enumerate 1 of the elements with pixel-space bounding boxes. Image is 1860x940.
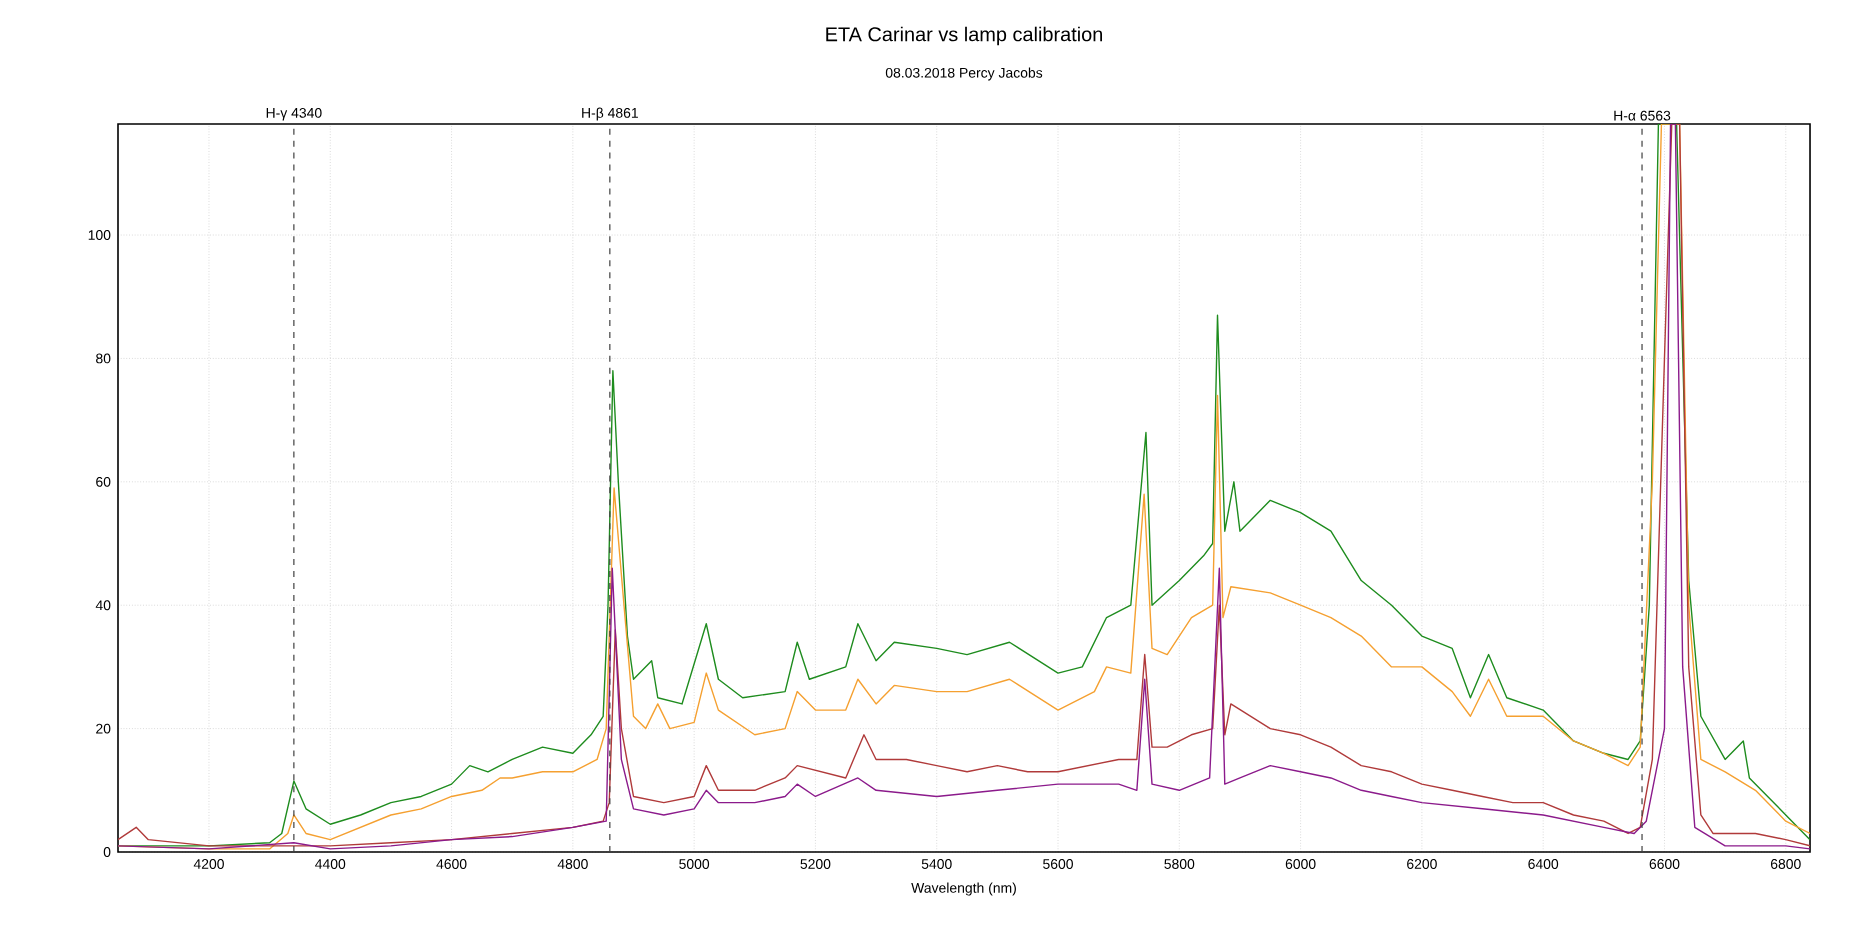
chart-title: ETA Carinar vs lamp calibration	[826, 26, 1103, 46]
